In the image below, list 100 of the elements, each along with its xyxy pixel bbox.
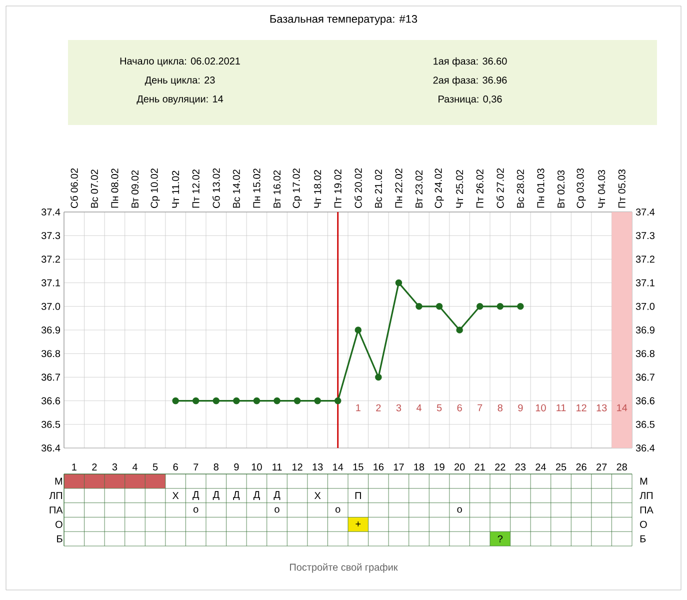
text: День цикла: 23	[144, 76, 215, 86]
x-tick-label: Чт 11.02	[172, 170, 180, 208]
annotation: 4	[416, 404, 422, 412]
x-tick-label: 11	[272, 464, 282, 470]
x-tick-label: 9	[234, 463, 239, 470]
text: о	[274, 507, 280, 513]
text: о	[336, 507, 340, 513]
x-tick-label: 17	[394, 464, 404, 470]
y2-tick-label: 36.8	[636, 350, 654, 358]
y-tick-label: 37.0	[41, 302, 60, 310]
point	[294, 397, 301, 404]
x-tick-label: 12	[292, 464, 302, 470]
x-tick-label: Сб 27.02	[496, 168, 504, 208]
point	[354, 326, 362, 334]
y-tick-label: 36.4	[41, 444, 60, 452]
x-tick-label: Пт 19.02	[334, 170, 342, 208]
text: +	[356, 522, 361, 526]
point	[274, 397, 280, 404]
y-tick-label: 37.1	[41, 279, 60, 286]
annotation: 13	[596, 404, 607, 412]
y2-tick-label: ПА	[640, 506, 654, 514]
x-tick-label: Пн 15.02	[253, 168, 260, 208]
annotation: 8	[498, 404, 502, 412]
point	[456, 326, 463, 334]
y2-tick-label: 37.1	[636, 279, 654, 286]
annotation: 14	[617, 404, 628, 412]
text: 2ая фаза: 36.96	[433, 76, 507, 86]
text: ?	[498, 535, 503, 542]
x-tick-label: 1	[72, 464, 76, 470]
y-tick-label: 37.3	[41, 232, 60, 240]
x-tick-label: 13	[312, 463, 323, 470]
x-tick-label: Чт 25.02	[456, 170, 464, 208]
annotation: 5	[436, 404, 442, 412]
y2-tick-label: Б	[640, 535, 646, 542]
x-tick-label: Пт 12.02	[192, 170, 200, 208]
y-tick-label: О	[56, 520, 62, 528]
x-tick-label: Сб 20.02	[354, 168, 362, 208]
x-tick-label: 19	[434, 463, 444, 470]
text: Х	[314, 492, 321, 500]
x-tick-label: Чт 18.02	[314, 170, 322, 208]
y-tick-label: М	[55, 478, 62, 485]
annotation: 12	[576, 404, 586, 412]
x-tick-label: Вс 07.02	[90, 170, 98, 208]
x-tick-label: 22	[495, 464, 506, 470]
text: Д	[212, 491, 220, 500]
x-tick-label: Вс 28.02	[516, 170, 524, 208]
y2-tick-label: 37.0	[636, 302, 655, 310]
x-tick-label: Вт 02.03	[557, 170, 565, 208]
point	[416, 303, 422, 310]
y2-tick-label: 36.6	[636, 397, 654, 404]
x-tick-label: 3	[112, 463, 118, 470]
annotation: 11	[556, 404, 566, 412]
annotation: 3	[396, 404, 402, 412]
x-tick-label: Пн 01.03	[537, 168, 544, 208]
x-tick-label: Пт 26.02	[476, 170, 484, 208]
point	[517, 303, 524, 310]
x-tick-label: 18	[414, 463, 424, 470]
x-tick-label: 23	[515, 463, 526, 470]
x-tick-label: Вт 23.02	[415, 170, 423, 208]
text: Д	[253, 491, 260, 500]
y-tick-label: ЛП	[49, 492, 62, 500]
y2-tick-label: ЛП	[640, 492, 652, 500]
y2-tick-label: О	[640, 520, 647, 528]
point	[192, 397, 200, 404]
point	[212, 397, 220, 404]
x-tick-label: 14	[333, 464, 344, 470]
x-tick-label: 10	[252, 463, 262, 470]
y-tick-label: 37.2	[41, 256, 60, 263]
x-tick-label: 4	[132, 464, 138, 470]
x-tick-label: 16	[374, 463, 384, 470]
x-tick-label: Пн 08.02	[111, 168, 118, 208]
x-tick-label: 24	[536, 464, 546, 470]
y2-tick-label: 36.4	[636, 444, 655, 452]
point	[334, 397, 342, 404]
text: Д	[274, 491, 280, 500]
x-tick-label: Сб 06.02	[70, 168, 78, 208]
x-tick-label: Вт 16.02	[273, 170, 281, 208]
text: о	[194, 507, 198, 513]
x-tick-label: 28	[616, 463, 627, 470]
y-tick-label: 36.9	[41, 326, 60, 334]
text: Д	[192, 491, 200, 500]
x-tick-label: Пт 05.03	[618, 169, 626, 208]
point	[314, 397, 321, 404]
point	[395, 279, 402, 286]
text: Х	[172, 492, 179, 500]
y-tick-label: Б	[57, 535, 62, 542]
point	[375, 374, 382, 381]
x-tick-label: 7	[194, 464, 198, 470]
point	[436, 303, 443, 310]
annotation: 10	[536, 404, 546, 412]
y2-tick-label: 37.3	[636, 232, 654, 240]
x-tick-label: 21	[474, 464, 485, 470]
text: Разница: 0,36	[438, 96, 502, 104]
x-tick-label: 2	[92, 464, 97, 470]
text: Начало цикла: 06.02.2021	[120, 58, 240, 66]
annotation: 2	[376, 404, 381, 412]
text: День овуляции: 14	[136, 96, 224, 104]
text: П	[355, 492, 361, 500]
y-tick-label: 37.4	[41, 208, 60, 216]
chart-title: Базальная температура: #13	[270, 15, 418, 25]
